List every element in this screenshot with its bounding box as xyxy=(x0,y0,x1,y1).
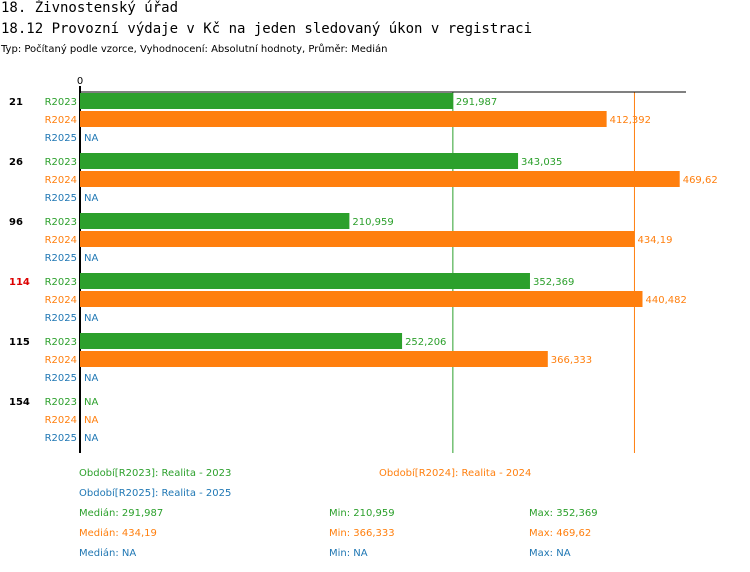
bar-r2024 xyxy=(80,111,607,127)
data-label: 352,369 xyxy=(533,277,574,288)
page-title: 18. Živnostenský úřad xyxy=(1,0,179,16)
data-label-na: NA xyxy=(84,373,98,384)
data-label: 412,392 xyxy=(610,115,651,126)
chart-title: 18.12 Provozní výdaje v Kč na jeden sled… xyxy=(1,21,533,37)
series-label: R2025 xyxy=(45,313,77,324)
bar-r2023 xyxy=(80,333,403,349)
data-label: 210,959 xyxy=(352,217,393,228)
stat-min-r2025: Min: NA xyxy=(329,548,368,559)
data-label-na: NA xyxy=(84,397,98,408)
bar-r2023 xyxy=(80,273,530,289)
bar-r2024 xyxy=(80,171,680,187)
bar-r2024 xyxy=(80,231,635,247)
stat-min-r2024: Min: 366,333 xyxy=(329,528,395,539)
x-axis-zero-tick: 0 xyxy=(77,76,83,87)
data-label: 343,035 xyxy=(521,157,562,168)
bar-r2024 xyxy=(80,351,548,367)
category-label: 21 xyxy=(9,97,23,108)
bar-chart: 0 21 R2023 291,987 R2024 412,392 R2025 NA 26 R202… xyxy=(9,76,718,453)
bar-r2023 xyxy=(80,213,350,229)
category-label: 114 xyxy=(9,277,30,288)
bar-r2024 xyxy=(80,291,643,307)
bar-r2023 xyxy=(80,93,453,109)
series-label: R2024 xyxy=(45,115,77,126)
series-label: R2025 xyxy=(45,433,77,444)
category-label: 154 xyxy=(9,397,30,408)
series-label: R2023 xyxy=(45,277,77,288)
series-label: R2025 xyxy=(45,193,77,204)
chart-meta: Typ: Počítaný podle vzorce, Vyhodnocení:… xyxy=(1,44,388,55)
data-label-na: NA xyxy=(84,193,98,204)
series-label: R2025 xyxy=(45,253,77,264)
data-label-na: NA xyxy=(84,313,98,324)
data-label-na: NA xyxy=(84,415,98,426)
series-label: R2024 xyxy=(45,295,77,306)
data-label-na: NA xyxy=(84,433,98,444)
series-label: R2025 xyxy=(45,373,77,384)
stat-median-r2025: Medián: NA xyxy=(79,548,137,559)
data-label: 440,482 xyxy=(645,295,686,306)
data-label: 291,987 xyxy=(456,97,497,108)
stat-max-r2023: Max: 352,369 xyxy=(529,508,598,519)
stat-max-r2025: Max: NA xyxy=(529,548,571,559)
category-label: 26 xyxy=(9,157,23,168)
stat-median-r2024: Medián: 434,19 xyxy=(79,528,157,539)
series-label: R2023 xyxy=(45,97,77,108)
category-label: 115 xyxy=(9,337,30,348)
data-label: 434,19 xyxy=(637,235,672,246)
legend-r2025: Období[R2025]: Realita - 2025 xyxy=(79,488,232,499)
data-label: 366,333 xyxy=(551,355,592,366)
stat-min-r2023: Min: 210,959 xyxy=(329,508,395,519)
data-label: 469,62 xyxy=(683,175,718,186)
category-label: 96 xyxy=(9,217,23,228)
series-label: R2024 xyxy=(45,415,77,426)
legend-r2024: Období[R2024]: Realita - 2024 xyxy=(379,468,532,479)
data-label-na: NA xyxy=(84,253,98,264)
stat-median-r2023: Medián: 291,987 xyxy=(79,508,164,519)
series-label: R2024 xyxy=(45,355,77,366)
data-label: 252,206 xyxy=(405,337,446,348)
stat-max-r2024: Max: 469,62 xyxy=(529,528,592,539)
series-label: R2024 xyxy=(45,175,77,186)
bar-r2023 xyxy=(80,153,519,169)
data-label-na: NA xyxy=(84,133,98,144)
series-label: R2023 xyxy=(45,217,77,228)
series-label: R2023 xyxy=(45,337,77,348)
series-label: R2023 xyxy=(45,157,77,168)
legend-r2023: Období[R2023]: Realita - 2023 xyxy=(79,468,232,479)
series-label: R2025 xyxy=(45,133,77,144)
series-label: R2024 xyxy=(45,235,77,246)
series-label: R2023 xyxy=(45,397,77,408)
